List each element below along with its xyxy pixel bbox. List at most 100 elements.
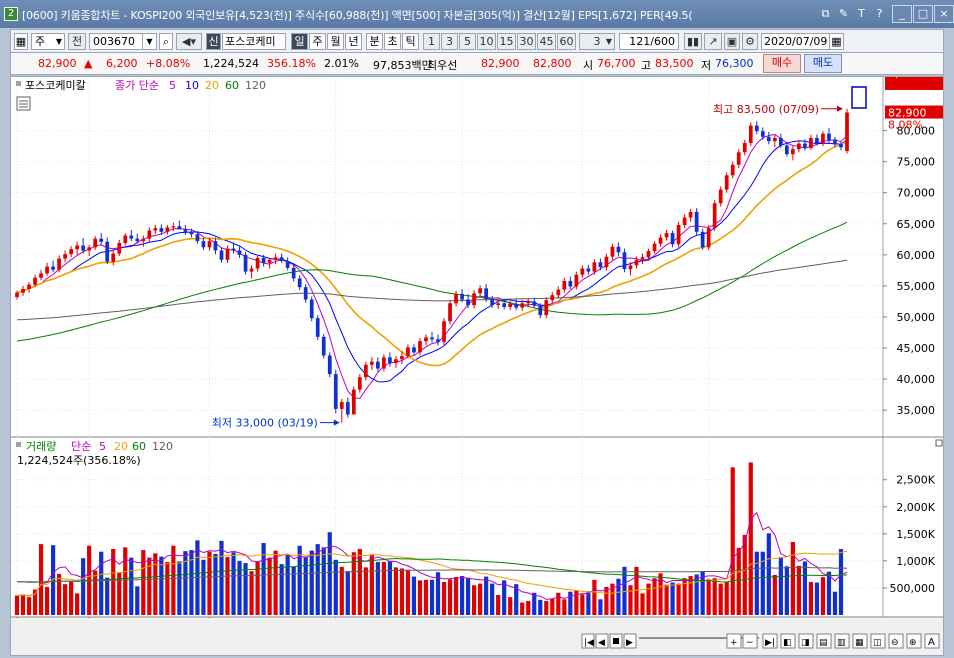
shrink-icon[interactable]	[780, 633, 796, 649]
candle-body	[646, 251, 651, 258]
candle-body	[243, 254, 248, 272]
maximize-button[interactable]: □	[913, 5, 933, 23]
window-number-icon: 2	[4, 7, 18, 21]
volume-axis-tick: 1,000K	[896, 555, 935, 568]
chart-type-icon[interactable]: ▮▮	[684, 33, 702, 50]
period-tick-button[interactable]: 틱	[402, 33, 419, 50]
minimize-button[interactable]: _	[892, 5, 912, 23]
save-icon[interactable]: ▣	[724, 33, 740, 50]
volume-bar	[363, 567, 368, 615]
period-week-button[interactable]: 주	[309, 33, 326, 50]
sound-icon[interactable]: ◀▾	[176, 33, 202, 50]
text-icon[interactable]: T	[858, 7, 865, 20]
volume-bar	[327, 532, 332, 615]
pane-close-icon[interactable]	[935, 439, 943, 447]
buy-button[interactable]: 매수	[763, 54, 801, 73]
minute-3-button[interactable]: 3	[441, 33, 458, 50]
compare-icon[interactable]	[834, 633, 850, 649]
volume-bar	[345, 571, 350, 615]
sell-button[interactable]: 매도	[804, 54, 842, 73]
candle-body	[845, 112, 849, 152]
chart-svg[interactable]: 포스코케미칼 종가 단순 5 10 20 60 120 LC:151.21 거래…	[11, 67, 943, 655]
layout-icon[interactable]	[852, 633, 868, 649]
period-year-button[interactable]: 년	[345, 33, 362, 50]
text-size-icon[interactable]	[924, 633, 940, 649]
scroll-end-icon[interactable]	[762, 633, 778, 649]
volume-bar	[315, 544, 320, 615]
period-month-button[interactable]: 월	[327, 33, 344, 50]
minute-10-button[interactable]: 10	[477, 33, 496, 50]
help-icon[interactable]: ?	[876, 7, 883, 20]
calendar-icon[interactable]: ▦	[829, 33, 844, 50]
volume-bar	[32, 589, 38, 615]
stock-code-input[interactable]: 003670	[89, 33, 157, 50]
candle-body	[658, 237, 663, 244]
minute-1-button[interactable]: 1	[423, 33, 440, 50]
minute-select[interactable]: 3 ▼	[579, 33, 615, 50]
magnifier-minus-icon[interactable]	[888, 633, 904, 649]
svg-text:▤: ▤	[819, 638, 828, 648]
volume-bar	[586, 591, 591, 615]
restore-icon[interactable]: ⧉	[821, 7, 830, 20]
candle-body	[255, 257, 260, 269]
volume-bar	[670, 582, 675, 615]
volume-bar	[459, 576, 465, 615]
candle-body	[400, 356, 404, 360]
candle-body	[87, 247, 92, 251]
settings-gear-icon[interactable]: ⚙	[742, 33, 758, 50]
fit-icon[interactable]	[816, 633, 832, 649]
pin-icon[interactable]: ✎	[838, 7, 849, 20]
period-minute-button[interactable]: 분	[366, 33, 383, 50]
candle-body	[760, 131, 765, 137]
candle-body	[183, 229, 188, 232]
low-price: 76,300	[715, 57, 754, 70]
volume-bar	[802, 561, 808, 615]
magnifier-plus-icon[interactable]	[906, 633, 922, 649]
volume-bar	[826, 571, 832, 615]
candle-body	[821, 133, 825, 143]
volume-bar	[514, 584, 519, 615]
period-day-button[interactable]: 일	[291, 33, 308, 50]
drawing-tool-icon[interactable]: ↗	[704, 33, 722, 50]
volume-bar	[580, 594, 585, 615]
minute-15-button[interactable]: 15	[497, 33, 516, 50]
market-type-select[interactable]: 주 ▼	[31, 33, 65, 50]
volume-bar	[117, 572, 122, 615]
minute-45-button[interactable]: 45	[537, 33, 556, 50]
prev-button[interactable]: 전	[68, 33, 86, 50]
candle-body	[27, 284, 31, 289]
low-label: 저	[701, 59, 712, 72]
period-second-button[interactable]: 초	[384, 33, 401, 50]
scroll-prev-icon[interactable]	[595, 633, 609, 649]
close-button[interactable]: ×	[934, 5, 954, 23]
code-dropdown-icon[interactable]: ▼	[142, 33, 157, 50]
volume-bar	[309, 550, 314, 615]
minute-60-button[interactable]: 60	[557, 33, 576, 50]
data-count-field[interactable]: 121/600	[619, 33, 679, 50]
volume-bar	[550, 598, 555, 615]
volume-bar	[207, 551, 212, 615]
chart-area[interactable]: 포스코케미칼 종가 단순 5 10 20 60 120 LC:151.21 거래…	[10, 67, 944, 656]
svg-text:−: −	[746, 638, 754, 648]
candle-body	[273, 257, 278, 260]
expand-icon[interactable]	[798, 633, 814, 649]
candle-body	[598, 262, 603, 268]
volume-bar	[225, 557, 230, 615]
candle-body	[418, 341, 422, 353]
volume-bar	[201, 559, 206, 615]
minute-5-button[interactable]: 5	[459, 33, 476, 50]
volume-bar	[712, 578, 717, 615]
scroll-start-icon[interactable]	[581, 633, 595, 649]
volume-bar	[796, 565, 801, 615]
grid-toggle-icon[interactable]: ▦	[14, 33, 28, 50]
zoom-out-icon[interactable]	[742, 633, 758, 649]
data-window-icon[interactable]	[870, 633, 886, 649]
search-icon[interactable]: ⌕	[159, 33, 173, 50]
scroll-next-icon[interactable]	[623, 633, 637, 649]
candle-body	[321, 336, 326, 356]
zoom-in-icon[interactable]	[726, 633, 742, 649]
candle-body	[712, 203, 717, 229]
minute-30-button[interactable]: 30	[517, 33, 536, 50]
date-input[interactable]: 2020/07/09	[761, 33, 831, 50]
high-price: 83,500	[655, 57, 694, 70]
